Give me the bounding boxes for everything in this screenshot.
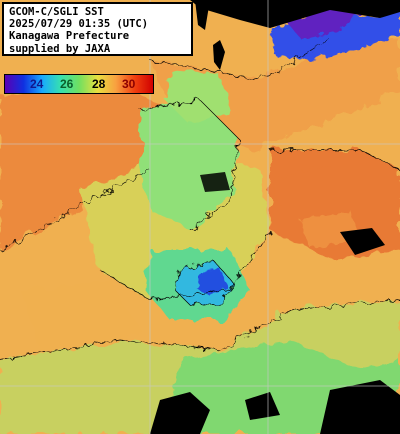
land-bottom-left — [150, 392, 210, 434]
land-top-right — [190, 0, 400, 28]
land-bottom-right — [320, 380, 400, 434]
supplier: supplied by JAXA — [9, 42, 111, 55]
streak-east-1 — [270, 165, 360, 205]
dark-patch-mid — [200, 172, 230, 192]
dark-patch-south — [245, 392, 280, 420]
legend-tick-28: 28 — [92, 77, 106, 91]
region-name: Kanagawa Prefecture — [9, 30, 130, 43]
dark-patch-east — [340, 228, 385, 255]
info-box: GCOM-C/SGLI SST 2025/07/29 01:35 (UTC) K… — [2, 2, 193, 56]
contours — [0, 39, 400, 361]
legend-tick-26: 26 — [60, 77, 74, 91]
legend-tick-24: 24 — [30, 77, 44, 91]
island — [213, 40, 225, 70]
timestamp: 2025/07/29 01:35 (UTC) — [9, 18, 149, 31]
cool-region-north — [165, 70, 230, 125]
temperature-legend: 24 26 28 30 — [4, 74, 154, 94]
warm-region-west — [0, 80, 170, 250]
cold-spot-core — [196, 268, 228, 296]
legend-tick-30: 30 — [122, 77, 136, 91]
product-name: GCOM-C/SGLI SST — [9, 6, 104, 18]
land-areas — [150, 0, 400, 434]
legend-color-bar — [5, 75, 153, 93]
cool-region-center — [140, 100, 240, 230]
orange-patch-left — [20, 280, 140, 360]
land-top-left — [195, 0, 210, 30]
